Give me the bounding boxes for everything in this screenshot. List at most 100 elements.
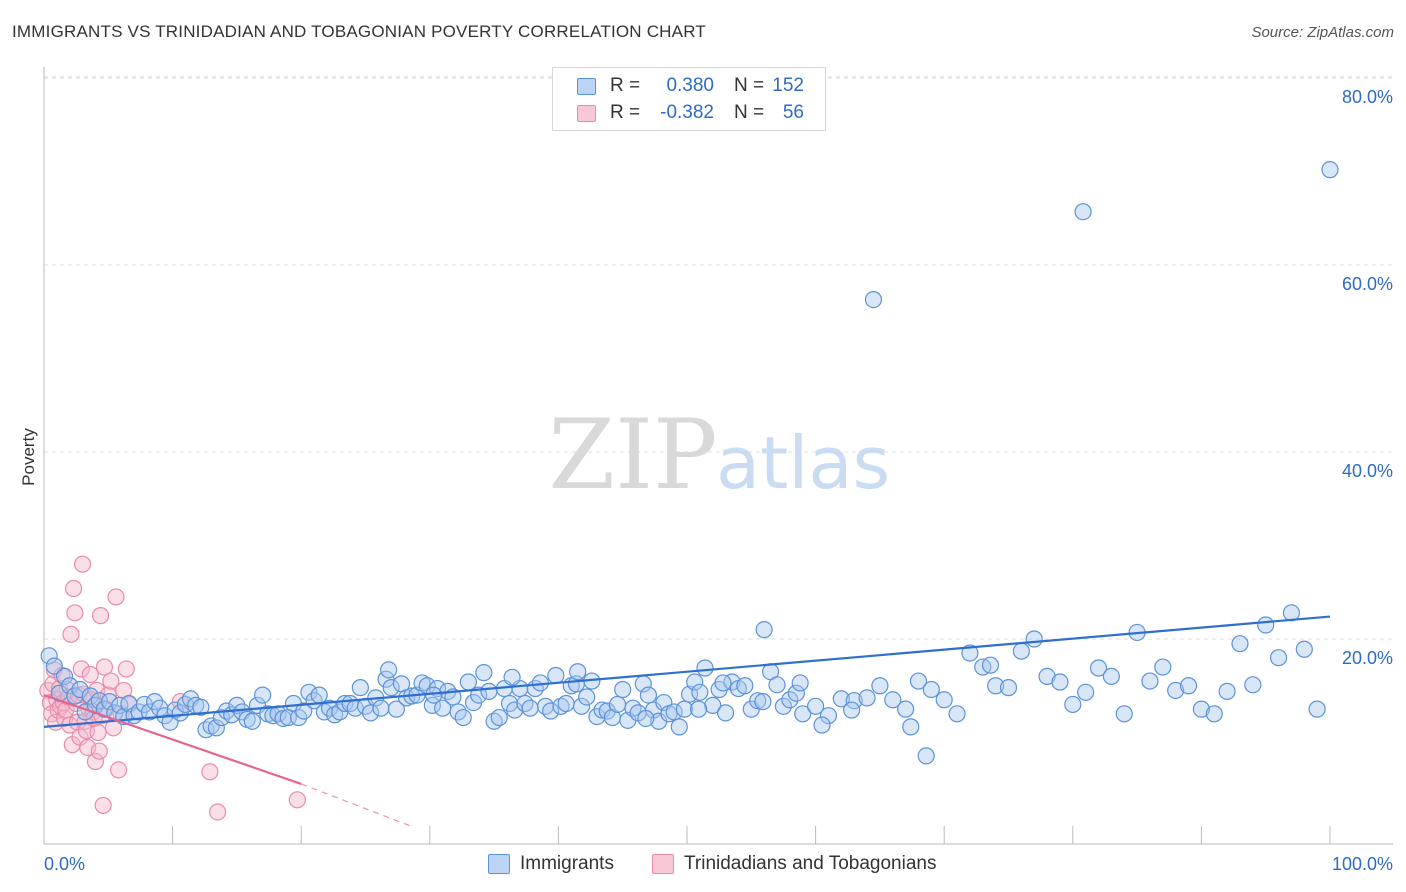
blue-point	[716, 704, 735, 722]
blue-point	[1102, 667, 1120, 686]
blue-point	[1167, 681, 1185, 700]
blue-point	[1205, 705, 1223, 723]
blue-point	[310, 686, 328, 704]
blue-point	[981, 656, 1000, 674]
blue-point	[749, 692, 767, 710]
blue-point	[1244, 676, 1262, 694]
blue-point	[1051, 673, 1069, 691]
blue-point	[999, 679, 1018, 697]
blue-point	[413, 674, 431, 692]
y-tick-label: 40.0%	[1342, 461, 1393, 481]
blue-point	[470, 686, 488, 704]
x-tick-label: 0.0%	[44, 854, 85, 874]
y-tick-label: 20.0%	[1342, 648, 1393, 668]
blue-point	[909, 672, 928, 690]
pink-point	[89, 723, 107, 742]
blue-point	[542, 702, 560, 720]
watermark-atlas: atlas	[716, 421, 890, 505]
blue-point	[670, 718, 688, 736]
blue-point	[71, 680, 89, 699]
blue-point	[922, 680, 940, 699]
blue-point	[871, 677, 889, 695]
stats-legend: R = 0.380 N = 152 R = -0.382 N = 56	[552, 67, 826, 131]
blue-point	[192, 698, 210, 716]
blue-point	[557, 694, 575, 713]
blue-point	[843, 701, 861, 719]
blue-point	[372, 699, 390, 717]
legend-item-immigrants: Immigrants	[488, 852, 614, 876]
bottom-swatch-blue	[488, 854, 510, 874]
blue-point	[1025, 630, 1043, 648]
blue-point	[665, 703, 683, 721]
legend-n-value: 56	[782, 102, 804, 123]
blue-point	[1115, 705, 1133, 723]
blue-point	[1154, 658, 1172, 676]
blue-point	[864, 290, 883, 309]
blue-point	[774, 697, 793, 715]
blue-point	[917, 747, 935, 765]
blue-point	[755, 621, 773, 639]
blue-point	[608, 695, 627, 714]
trinidadians-trendline-extension	[300, 783, 411, 827]
blue-point	[768, 676, 786, 694]
legend-r-value: -0.382	[660, 102, 714, 123]
legend-swatch-blue	[577, 77, 596, 95]
blue-point	[552, 697, 570, 715]
blue-point	[884, 691, 902, 709]
blue-point	[897, 700, 915, 718]
x-tick-labels: 0.0% 100.0%	[44, 854, 1393, 874]
source-credit: Source: ZipAtlas.com	[1251, 24, 1394, 41]
pink-point	[94, 796, 112, 815]
blue-point	[380, 661, 398, 679]
blue-point	[754, 693, 772, 711]
watermark-zip: ZIP	[548, 399, 717, 511]
blue-point	[1218, 682, 1236, 700]
blue-point	[166, 701, 184, 719]
blue-point	[480, 682, 498, 700]
blue-point	[1077, 683, 1095, 701]
blue-point	[961, 644, 979, 662]
pink-point	[90, 742, 108, 760]
blue-point	[689, 700, 708, 718]
pink-point	[72, 660, 90, 678]
pink-point	[201, 763, 219, 781]
blue-point	[614, 680, 632, 699]
pink-point	[109, 761, 128, 779]
blue-point	[1321, 161, 1339, 179]
blue-point	[326, 706, 344, 724]
blue-point	[100, 693, 119, 711]
blue-point	[1012, 642, 1030, 660]
blue-point	[704, 696, 722, 714]
blue-point	[459, 673, 477, 691]
blue-point	[675, 700, 694, 718]
blue-point	[819, 707, 838, 725]
blue-point	[362, 704, 380, 722]
blue-point	[639, 686, 658, 704]
y-tick-labels: 20.0% 40.0% 60.0% 80.0%	[1342, 87, 1393, 668]
pink-point	[107, 588, 125, 606]
blue-point	[572, 697, 591, 715]
blue-point	[624, 699, 642, 717]
chart-title: IMMIGRANTS VS TRINIDADIAN AND TOBAGONIAN…	[12, 22, 706, 41]
legend-n-label: N =	[734, 75, 765, 96]
legend-row-trinidadians: R = -0.382 N = 56	[577, 101, 804, 125]
blue-point	[781, 691, 799, 709]
blue-point	[516, 694, 534, 713]
blue-point	[171, 704, 189, 722]
trendlines	[43, 615, 1331, 827]
axes	[43, 67, 1393, 845]
blue-point	[454, 708, 472, 727]
blue-point	[948, 705, 966, 723]
x-tick-label: 100.0%	[1332, 854, 1393, 874]
blue-point	[351, 679, 369, 697]
blue-point	[490, 708, 508, 727]
blue-point	[475, 664, 493, 682]
pink-point	[288, 791, 306, 809]
blue-point	[547, 666, 565, 685]
pink-point	[64, 579, 83, 598]
blue-point	[521, 699, 539, 717]
trinidadians-trendline	[43, 694, 302, 785]
pink-point	[62, 625, 80, 643]
blue-point	[81, 687, 99, 705]
blue-point	[45, 657, 63, 675]
